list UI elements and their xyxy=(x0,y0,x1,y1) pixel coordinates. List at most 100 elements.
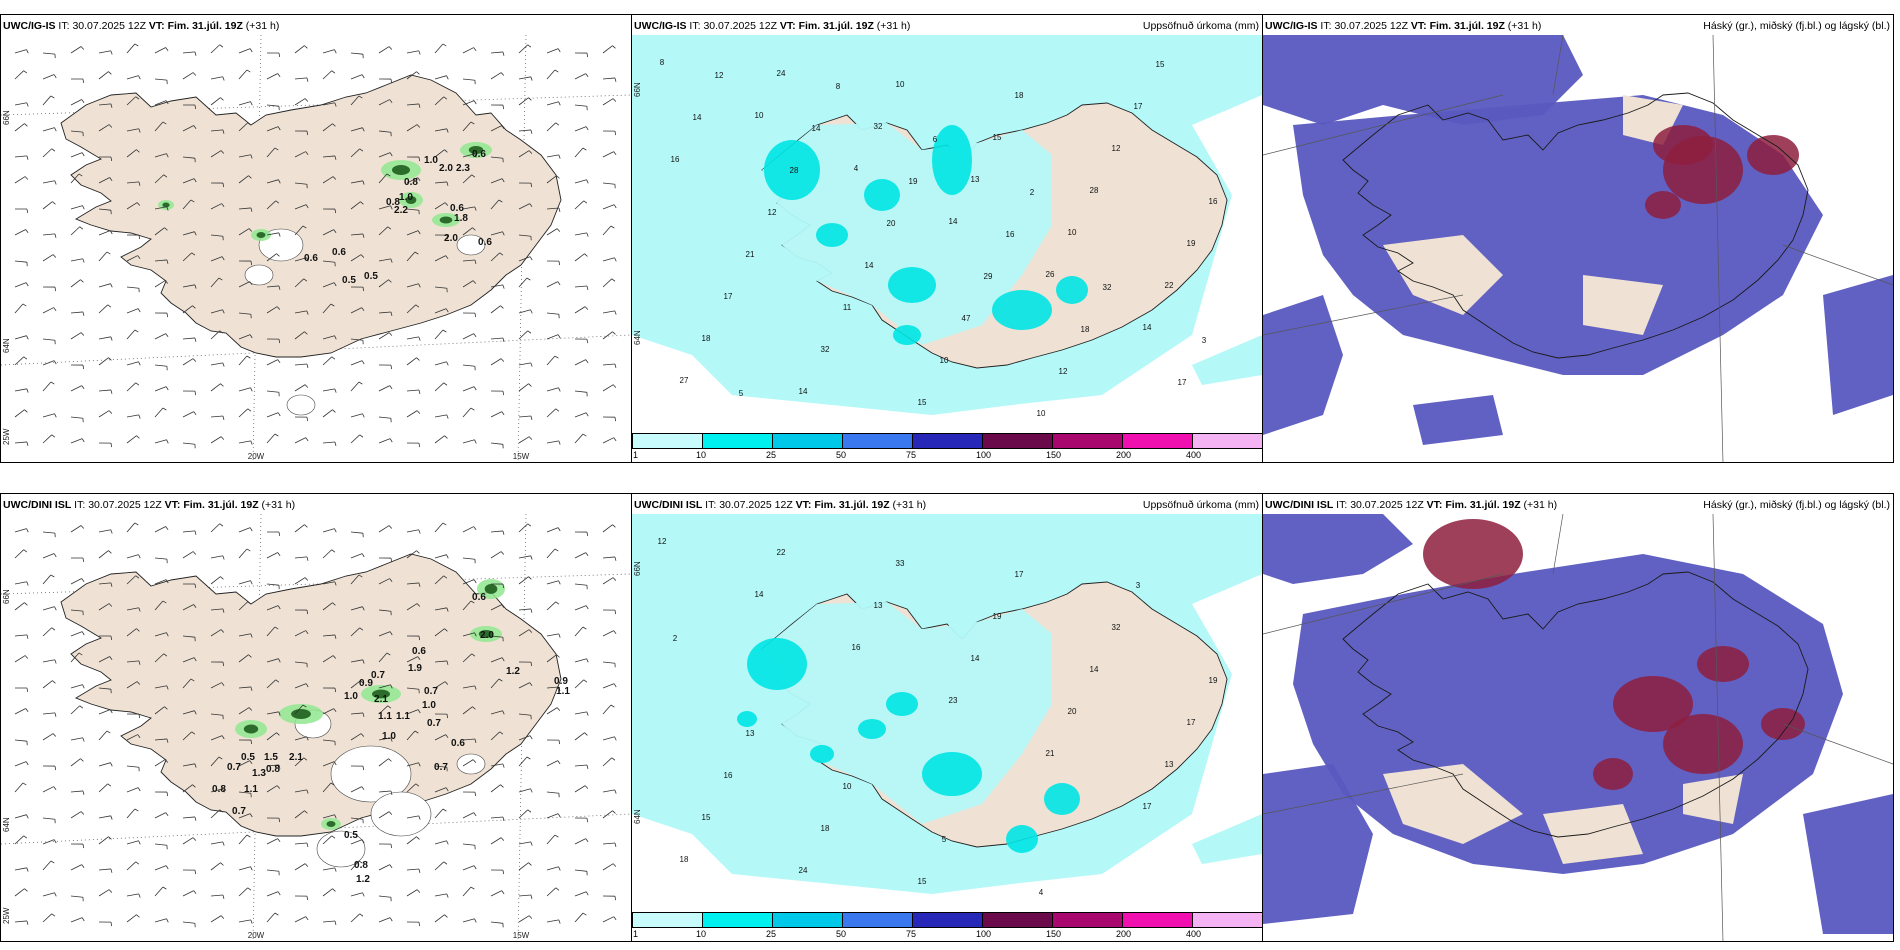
gust-core xyxy=(478,630,494,638)
high-cloud-area xyxy=(1663,714,1743,774)
precip-value: 14 xyxy=(755,590,764,599)
glacier xyxy=(244,264,274,286)
precip-value: 32 xyxy=(1112,623,1121,632)
precip-value: 16 xyxy=(852,643,861,652)
precip-value: 14 xyxy=(949,217,958,226)
gust-value: 0.7 xyxy=(232,806,246,817)
precip-value: 18 xyxy=(702,334,711,343)
gust-value: 1.1 xyxy=(378,711,392,722)
precip-value: 3 xyxy=(1202,336,1207,345)
precip-map: 66N64N1214162321171822131420131524331914… xyxy=(632,514,1262,897)
low-cloud-area xyxy=(1263,514,1413,584)
precip-panel-bottom: UWC/DINI ISL IT: 30.07.2025 12Z VT: Fim.… xyxy=(631,493,1263,942)
colorbar-swatch xyxy=(772,433,843,449)
gust-value: 1.0 xyxy=(344,691,358,702)
gust-value: 1.1 xyxy=(244,784,258,795)
precip-value: 8 xyxy=(660,58,665,67)
colorbar-swatch xyxy=(702,912,773,928)
precip-value: 19 xyxy=(993,612,1002,621)
gust-value: 0.6 xyxy=(332,247,346,258)
wind-barbs xyxy=(14,522,617,928)
precip-heavy xyxy=(932,125,972,195)
precip-value: 15 xyxy=(918,877,927,886)
gust-value: 0.6 xyxy=(478,237,492,248)
graticule-line xyxy=(1263,294,1464,336)
precip-value: 8 xyxy=(836,82,841,91)
colorbar-swatch xyxy=(1122,433,1193,449)
lat-label: 66N xyxy=(633,561,642,576)
colorbar-swatch xyxy=(772,912,843,928)
panel-title: UWC/DINI ISL IT: 30.07.2025 12Z VT: Fim.… xyxy=(1265,499,1558,511)
precip-value: 19 xyxy=(909,177,918,186)
gust-value: 0.8 xyxy=(266,764,280,775)
graticule xyxy=(1,35,631,462)
precip-heavy xyxy=(764,140,820,200)
colorbar-tick-label: 150 xyxy=(1046,450,1062,460)
gust-value: 0.5 xyxy=(364,271,378,282)
precip-heavy xyxy=(864,179,900,211)
precip-value: 15 xyxy=(702,813,711,822)
precip-heavy xyxy=(1056,276,1088,304)
gust-core xyxy=(392,165,410,175)
gust-value: 0.6 xyxy=(472,592,486,603)
graticule-line xyxy=(1263,573,1504,635)
cloud-map xyxy=(1263,35,1893,462)
cloud-panel-top: UWC/IG-IS IT: 30.07.2025 12Z VT: Fim. 31… xyxy=(1262,14,1894,463)
colorbar-swatch xyxy=(1122,912,1193,928)
gust-value: 1.8 xyxy=(454,213,468,224)
high-cloud-area xyxy=(1593,758,1633,790)
cloud-panel-bottom: UWC/DINI ISL IT: 30.07.2025 12Z VT: Fim.… xyxy=(1262,493,1894,942)
colorbar-tick-label: 200 xyxy=(1116,929,1132,939)
gust-value: 1.3 xyxy=(252,768,266,779)
lon-label: 20W xyxy=(248,452,265,461)
colorbar-tick-label: 25 xyxy=(766,450,777,460)
lon-label: 15W xyxy=(513,931,530,940)
lat-label: 66N xyxy=(2,589,11,604)
lat-label: 64N xyxy=(2,817,11,832)
colorbar-tick-label: 200 xyxy=(1116,450,1132,460)
precip-value: 26 xyxy=(1046,270,1055,279)
panel-title: UWC/IG-IS IT: 30.07.2025 12Z VT: Fim. 31… xyxy=(634,20,911,32)
precip-value: 28 xyxy=(790,166,799,175)
precip-value: 17 xyxy=(1134,102,1143,111)
gust-value: 0.9 xyxy=(554,676,568,687)
precip-value: 16 xyxy=(724,771,733,780)
gust-value: 2.0 xyxy=(444,233,458,244)
colorbar-swatch xyxy=(1192,912,1262,928)
colorbar-tick-label: 50 xyxy=(836,929,847,939)
precip-value: 21 xyxy=(746,250,755,259)
lat-label: 64N xyxy=(633,809,642,824)
precip-value: 18 xyxy=(821,824,830,833)
precip-map: 66N64N8104142614272432131022181410152819… xyxy=(632,35,1262,418)
land-clear xyxy=(1383,764,1523,844)
precip-value: 17 xyxy=(1015,570,1024,579)
precip-value: 12 xyxy=(768,208,777,217)
precip-value: 13 xyxy=(746,729,755,738)
precip-value: 14 xyxy=(693,113,702,122)
gust-value: 0.7 xyxy=(227,762,241,773)
precip-value: 14 xyxy=(799,387,808,396)
graticule-line xyxy=(1263,773,1464,815)
precip-value: 17 xyxy=(724,292,733,301)
precip-value: 24 xyxy=(777,69,786,78)
cloud-map xyxy=(1263,514,1893,941)
high-cloud-area xyxy=(1645,191,1681,219)
panel-title: UWC/IG-IS IT: 30.07.2025 12Z VT: Fim. 31… xyxy=(3,20,280,32)
gust-core xyxy=(243,724,259,734)
colorbar-tick-label: 100 xyxy=(976,450,992,460)
gust-value: 0.6 xyxy=(450,203,464,214)
precip-value: 13 xyxy=(971,175,980,184)
gust-value: 1.0 xyxy=(424,155,438,166)
precip-value: 22 xyxy=(777,548,786,557)
glacier xyxy=(286,394,316,416)
colorbar-swatch xyxy=(632,912,703,928)
precip-value: 29 xyxy=(984,272,993,281)
colorbar-swatch xyxy=(912,912,983,928)
precip-value: 16 xyxy=(671,155,680,164)
cloud-label: Háský (gr.), miðský (fj.bl.) og lágský (… xyxy=(1703,20,1890,32)
colorbar-swatch xyxy=(702,433,773,449)
colorbar-swatch xyxy=(982,912,1053,928)
iceland-land xyxy=(60,74,562,358)
precip-heavy xyxy=(992,290,1052,330)
lat-label: 64N xyxy=(633,330,642,345)
